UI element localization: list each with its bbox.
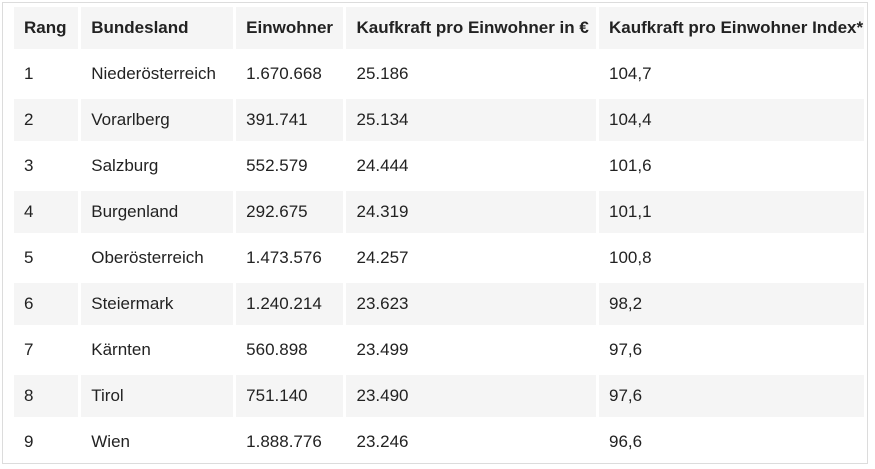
header-bundesland: Bundesland [81,7,234,49]
cell-bundesland: Oberösterreich [81,237,234,279]
cell-bundesland: Kärnten [81,329,234,371]
cell-rang: 7 [14,329,79,371]
table-row: 1 Niederösterreich 1.670.668 25.186 104,… [14,53,864,95]
cell-rang: 9 [14,421,79,463]
table-container: Rang Bundesland Einwohner Kaufkraft pro … [2,2,868,464]
cell-bundesland: Niederösterreich [81,53,234,95]
cell-kaufkraft-index: 98,2 [599,283,864,325]
cell-rang: 2 [14,99,79,141]
cell-kaufkraft-index: 96,6 [599,421,864,463]
table-row: 2 Vorarlberg 391.741 25.134 104,4 [14,99,864,141]
cell-einwohner: 751.140 [236,375,344,417]
cell-bundesland: Vorarlberg [81,99,234,141]
table-row: 9 Wien 1.888.776 23.246 96,6 [14,421,864,463]
cell-bundesland: Wien [81,421,234,463]
cell-einwohner: 560.898 [236,329,344,371]
cell-einwohner: 1.240.214 [236,283,344,325]
cell-einwohner: 1.888.776 [236,421,344,463]
cell-kaufkraft-euro: 25.186 [346,53,597,95]
cell-bundesland: Steiermark [81,283,234,325]
cell-kaufkraft-euro: 23.490 [346,375,597,417]
table-row: 4 Burgenland 292.675 24.319 101,1 [14,191,864,233]
cell-rang: 3 [14,145,79,187]
cell-kaufkraft-euro: 23.623 [346,283,597,325]
cell-kaufkraft-euro: 23.246 [346,421,597,463]
table-row: 3 Salzburg 552.579 24.444 101,6 [14,145,864,187]
table-header-row: Rang Bundesland Einwohner Kaufkraft pro … [14,7,864,49]
cell-kaufkraft-euro: 24.444 [346,145,597,187]
cell-bundesland: Tirol [81,375,234,417]
header-einwohner: Einwohner [236,7,344,49]
cell-rang: 4 [14,191,79,233]
cell-kaufkraft-index: 97,6 [599,375,864,417]
cell-einwohner: 1.670.668 [236,53,344,95]
cell-kaufkraft-euro: 24.319 [346,191,597,233]
cell-rang: 5 [14,237,79,279]
cell-einwohner: 391.741 [236,99,344,141]
table-row: 7 Kärnten 560.898 23.499 97,6 [14,329,864,371]
header-rang: Rang [14,7,79,49]
cell-einwohner: 292.675 [236,191,344,233]
cell-kaufkraft-index: 101,1 [599,191,864,233]
cell-kaufkraft-index: 100,8 [599,237,864,279]
cell-kaufkraft-index: 104,4 [599,99,864,141]
cell-kaufkraft-index: 101,6 [599,145,864,187]
cell-bundesland: Salzburg [81,145,234,187]
table-row: 8 Tirol 751.140 23.490 97,6 [14,375,864,417]
cell-rang: 6 [14,283,79,325]
header-kaufkraft-euro: Kaufkraft pro Einwohner in € [346,7,597,49]
cell-kaufkraft-index: 104,7 [599,53,864,95]
cell-kaufkraft-index: 97,6 [599,329,864,371]
table-row: 6 Steiermark 1.240.214 23.623 98,2 [14,283,864,325]
table-row: 5 Oberösterreich 1.473.576 24.257 100,8 [14,237,864,279]
cell-kaufkraft-euro: 23.499 [346,329,597,371]
cell-rang: 8 [14,375,79,417]
cell-bundesland: Burgenland [81,191,234,233]
cell-kaufkraft-euro: 25.134 [346,99,597,141]
cell-einwohner: 552.579 [236,145,344,187]
purchasing-power-table: Rang Bundesland Einwohner Kaufkraft pro … [11,3,867,467]
header-kaufkraft-index: Kaufkraft pro Einwohner Index* [599,7,864,49]
cell-einwohner: 1.473.576 [236,237,344,279]
cell-kaufkraft-euro: 24.257 [346,237,597,279]
cell-rang: 1 [14,53,79,95]
